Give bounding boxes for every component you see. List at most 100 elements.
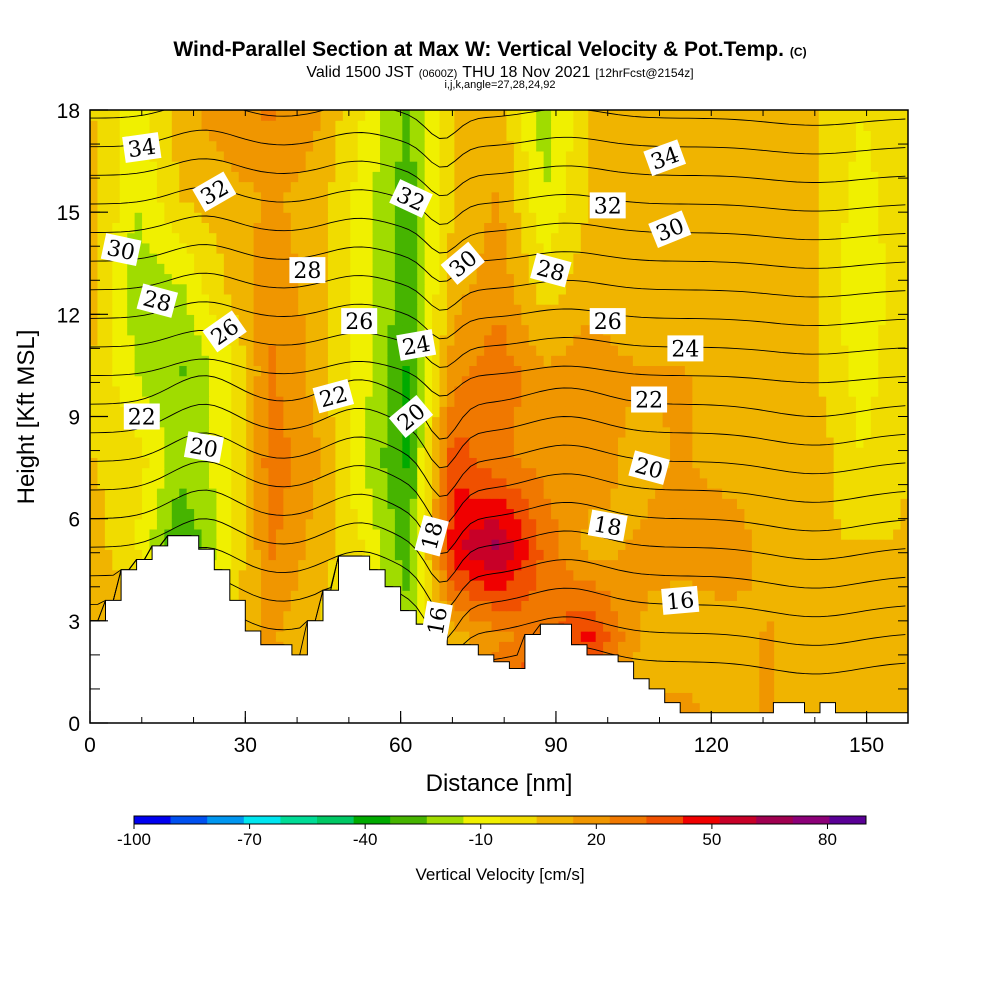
velocity-cell <box>796 508 805 520</box>
velocity-cell <box>759 477 768 489</box>
velocity-cell <box>826 304 835 315</box>
velocity-cell <box>97 549 106 561</box>
velocity-cell <box>246 436 255 448</box>
velocity-cell <box>246 304 255 315</box>
velocity-cell <box>610 549 619 561</box>
velocity-cell <box>231 426 240 438</box>
velocity-cell <box>171 396 180 407</box>
velocity-cell <box>499 457 508 469</box>
chart-subtitle-indices: i,j,k,angle=27,28,24,92 <box>444 79 555 91</box>
velocity-cell <box>766 396 775 407</box>
velocity-cell <box>714 702 723 714</box>
velocity-cell <box>112 579 121 591</box>
velocity-cell <box>766 426 775 438</box>
velocity-cell <box>142 528 151 540</box>
velocity-cell <box>134 396 143 407</box>
velocity-cell <box>736 539 745 550</box>
velocity-cell <box>484 344 493 356</box>
velocity-cell <box>305 579 314 591</box>
velocity-cell <box>558 324 567 336</box>
velocity-cell <box>722 426 731 438</box>
velocity-cell <box>409 447 418 458</box>
velocity-cell <box>491 334 500 346</box>
velocity-cell <box>365 293 374 305</box>
velocity-cell <box>677 508 686 520</box>
velocity-cell <box>506 579 515 591</box>
velocity-cell <box>662 518 671 530</box>
velocity-cell <box>90 569 99 581</box>
velocity-cell <box>885 436 894 448</box>
velocity-cell <box>774 385 783 397</box>
velocity-cell <box>521 406 530 418</box>
velocity-cell <box>744 467 753 479</box>
velocity-cell <box>677 416 686 428</box>
velocity-cell <box>104 488 113 499</box>
velocity-cell <box>335 416 344 428</box>
velocity-cell <box>231 559 240 571</box>
velocity-cell <box>499 631 508 642</box>
velocity-cell <box>350 263 359 275</box>
velocity-cell <box>201 365 210 377</box>
velocity-cell <box>216 375 225 387</box>
velocity-cell <box>893 692 902 704</box>
velocity-cell <box>759 488 768 499</box>
velocity-cell <box>699 692 708 704</box>
velocity-cell <box>692 651 701 663</box>
velocity-cell <box>513 385 522 397</box>
velocity-cell <box>283 559 292 571</box>
velocity-cell <box>900 671 908 683</box>
velocity-cell <box>893 528 902 540</box>
velocity-cell <box>521 304 530 315</box>
velocity-cell <box>789 406 798 418</box>
velocity-cell <box>684 508 693 520</box>
velocity-cell <box>796 600 805 612</box>
velocity-cell <box>878 559 887 571</box>
velocity-cell <box>833 692 842 704</box>
velocity-cell <box>662 477 671 489</box>
velocity-cell <box>781 355 790 367</box>
velocity-cell <box>558 447 567 458</box>
velocity-cell <box>357 355 366 367</box>
velocity-cell <box>714 549 723 561</box>
velocity-cell <box>595 539 604 550</box>
velocity-cell <box>558 375 567 387</box>
velocity-cell <box>833 508 842 520</box>
velocity-cell <box>186 477 195 489</box>
velocity-cell <box>684 610 693 622</box>
velocity-cell <box>722 661 731 673</box>
velocity-cell <box>774 263 783 275</box>
velocity-cell <box>766 559 775 571</box>
velocity-cell <box>841 304 850 315</box>
velocity-cell <box>766 631 775 642</box>
velocity-cell <box>848 314 857 326</box>
velocity-cell <box>513 263 522 275</box>
velocity-cell <box>127 467 136 479</box>
velocity-cell <box>803 620 812 632</box>
velocity-cell <box>670 406 679 418</box>
velocity-cell <box>617 355 627 367</box>
velocity-cell <box>394 324 403 336</box>
velocity-cell <box>900 467 908 479</box>
velocity-cell <box>194 273 203 285</box>
velocity-cell <box>208 283 218 295</box>
velocity-cell <box>796 273 805 285</box>
velocity-cell <box>781 324 790 336</box>
velocity-cell <box>142 396 151 407</box>
velocity-cell <box>164 518 173 530</box>
velocity-cell <box>261 539 270 550</box>
velocity-cell <box>208 344 218 356</box>
velocity-cell <box>595 273 604 285</box>
velocity-cell <box>290 539 299 550</box>
velocity-cell <box>216 426 225 438</box>
velocity-cell <box>506 344 515 356</box>
velocity-cell <box>647 293 656 305</box>
velocity-cell <box>565 273 574 285</box>
velocity-cell <box>580 447 589 458</box>
velocity-cell <box>543 365 552 377</box>
velocity-cell <box>543 477 552 489</box>
velocity-cell <box>104 436 113 448</box>
velocity-cell <box>803 324 812 336</box>
velocity-cell <box>156 477 165 489</box>
velocity-cell <box>446 365 455 377</box>
velocity-cell <box>774 641 783 653</box>
